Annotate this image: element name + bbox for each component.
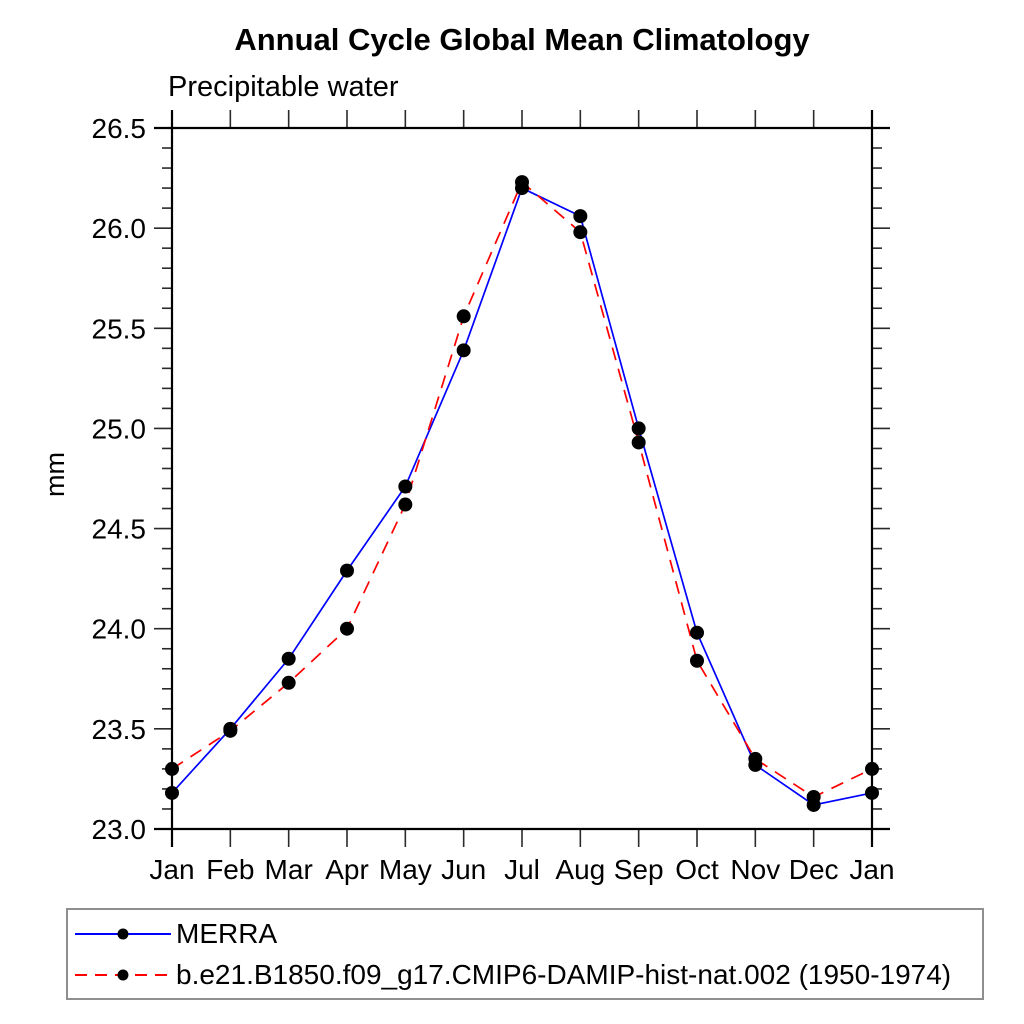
data-point-series-0: [631, 421, 646, 436]
data-point-series-0: [165, 785, 179, 800]
y-axis-tick-label: 23.5: [92, 714, 147, 745]
chart-subtitle: Precipitable water: [168, 71, 399, 103]
x-axis-tick-label: Nov: [730, 854, 780, 885]
legend-marker-merra-icon: [117, 928, 129, 939]
data-point-series-1: [806, 789, 821, 804]
x-axis-tick-label: May: [379, 854, 432, 885]
legend-row-model: b.e21.B1850.f09_g17.CMIP6-DAMIP-hist-nat…: [73, 954, 982, 995]
legend-label-model: b.e21.B1850.f09_g17.CMIP6-DAMIP-hist-nat…: [176, 958, 952, 990]
x-axis-tick-label: Feb: [206, 854, 254, 885]
legend-sample-model: [75, 969, 171, 980]
legend-row-merra: MERRA: [73, 913, 982, 954]
y-axis-tick-label: 26.0: [92, 213, 147, 244]
y-axis-tick-label: 24.0: [92, 614, 147, 645]
x-axis-tick-label: Sep: [614, 854, 664, 885]
data-point-series-0: [690, 625, 704, 640]
data-point-series-1: [223, 723, 238, 738]
x-axis-tick-label: Apr: [325, 854, 369, 885]
data-point-series-1: [340, 621, 354, 636]
data-point-series-1: [456, 309, 471, 324]
x-axis-tick-label: Jan: [149, 854, 194, 885]
data-point-series-1: [748, 751, 763, 766]
y-axis-tick-label: 24.5: [92, 514, 147, 545]
data-point-series-1: [690, 653, 704, 668]
x-axis-tick-label: Oct: [675, 854, 719, 885]
x-axis-tick-label: Jan: [849, 854, 894, 885]
y-axis-tick-label: 23.0: [92, 814, 147, 845]
x-axis-tick-label: Aug: [555, 854, 605, 885]
data-point-series-0: [281, 651, 296, 666]
data-point-series-1: [515, 175, 529, 190]
x-axis-tick-label: Jun: [441, 854, 486, 885]
legend-marker-model-icon: [117, 969, 129, 980]
legend-sample-merra: [75, 928, 171, 939]
data-point-series-0: [456, 343, 471, 358]
data-point-series-0: [340, 563, 354, 578]
data-point-series-1: [281, 675, 296, 690]
data-point-series-0: [865, 785, 879, 800]
series-line-1: [171, 180, 873, 798]
data-point-series-1: [865, 761, 879, 776]
data-point-series-1: [631, 435, 646, 450]
data-point-series-1: [165, 761, 179, 776]
chart-title: Annual Cycle Global Mean Climatology: [234, 22, 810, 57]
data-point-series-0: [398, 479, 413, 494]
x-axis-tick-label: Mar: [265, 854, 313, 885]
legend-box: MERRA b.e21.B1850.f09_g17.CMIP6-DAMIP-hi…: [66, 908, 984, 1000]
series-line-0: [171, 186, 873, 806]
data-point-series-0: [573, 209, 588, 224]
x-axis-tick-label: Dec: [789, 854, 839, 885]
y-axis-tick-label: 25.5: [92, 313, 147, 344]
y-axis-tick-label: 26.5: [92, 113, 147, 144]
data-point-series-1: [398, 497, 413, 512]
data-point-series-1: [573, 225, 588, 240]
x-axis-tick-label: Jul: [504, 854, 540, 885]
legend-label-merra: MERRA: [176, 917, 278, 949]
y-axis-tick-label: 25.0: [92, 413, 147, 444]
